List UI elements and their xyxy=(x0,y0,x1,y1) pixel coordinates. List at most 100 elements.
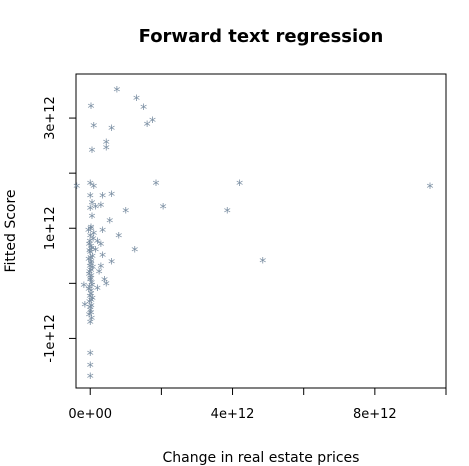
data-point: * xyxy=(101,275,108,291)
data-point: * xyxy=(97,261,104,277)
data-point: * xyxy=(86,245,93,261)
data-point: * xyxy=(153,178,160,194)
data-point: * xyxy=(87,258,94,274)
data-point: * xyxy=(108,123,115,139)
data-point: * xyxy=(144,119,151,135)
x-tick-label: 8e+12 xyxy=(353,407,397,422)
x-axis-ticks: 0e+00 4e+12 8e+12 xyxy=(68,388,447,422)
data-point: * xyxy=(103,278,110,294)
data-point: * xyxy=(86,236,93,252)
data-point: * xyxy=(87,241,94,257)
plot-frame xyxy=(75,73,447,389)
data-point: * xyxy=(89,211,96,227)
x-tick-label: 0e+00 xyxy=(68,407,112,422)
data-point: * xyxy=(86,266,93,282)
data-point: * xyxy=(86,297,93,313)
data-point: * xyxy=(87,223,94,239)
data-point: * xyxy=(99,190,106,206)
data-point: * xyxy=(115,231,122,247)
data-point: * xyxy=(224,206,231,222)
data-point: * xyxy=(92,244,99,260)
data-point: * xyxy=(87,286,94,302)
y-tick-label: 1e+12 xyxy=(43,206,58,250)
y-axis-ticks: -1e+12 1e+12 3e+12 xyxy=(43,96,76,363)
data-point: * xyxy=(89,251,96,267)
data-point: * xyxy=(94,236,101,252)
data-point: * xyxy=(87,101,94,117)
data-point: * xyxy=(92,201,99,217)
data-point: * xyxy=(97,239,104,255)
data-point: * xyxy=(89,293,96,309)
data-point: * xyxy=(87,288,94,304)
data-point: * xyxy=(88,277,95,293)
data-point: * xyxy=(88,271,95,287)
data-point: * xyxy=(85,225,92,241)
data-point: * xyxy=(122,206,129,222)
data-point: * xyxy=(87,305,94,321)
data-point: * xyxy=(131,244,138,260)
data-point: * xyxy=(103,137,110,153)
data-point: * xyxy=(87,203,94,219)
data-point: * xyxy=(87,247,94,263)
data-point: * xyxy=(259,255,266,271)
data-point: * xyxy=(89,197,96,213)
data-point: * xyxy=(87,317,94,333)
data-point: * xyxy=(88,256,95,272)
data-point: * xyxy=(90,181,97,197)
data-point: * xyxy=(87,253,94,269)
data-point: * xyxy=(99,250,106,266)
data-point: * xyxy=(108,256,115,272)
data-point: * xyxy=(236,178,243,194)
data-point: * xyxy=(89,145,96,161)
data-point: * xyxy=(88,300,95,316)
data-point: * xyxy=(87,348,94,364)
data-point: * xyxy=(88,295,95,311)
data-point: * xyxy=(87,222,94,238)
data-point: * xyxy=(149,115,156,131)
data-point: * xyxy=(86,269,93,285)
y-tick-label: 3e+12 xyxy=(43,96,58,140)
data-point: * xyxy=(90,228,97,244)
data-point: * xyxy=(80,280,87,296)
data-point: * xyxy=(87,273,94,289)
data-point: * xyxy=(86,309,93,325)
data-point: * xyxy=(88,313,95,329)
data-point: * xyxy=(99,225,106,241)
data-point: * xyxy=(89,262,96,278)
data-point: * xyxy=(86,261,93,277)
data-point: * xyxy=(87,178,94,194)
data-point: * xyxy=(86,291,93,307)
data-point: * xyxy=(87,265,94,281)
data-point: * xyxy=(88,243,95,259)
data-point: * xyxy=(87,360,94,376)
data-point: * xyxy=(97,200,104,216)
data-point: * xyxy=(103,142,110,158)
data-point: * xyxy=(87,371,94,387)
x-axis-label: Change in real estate prices xyxy=(163,450,360,466)
data-point: * xyxy=(87,231,94,247)
data-point: * xyxy=(87,190,94,206)
data-point: * xyxy=(89,280,96,296)
data-point: * xyxy=(113,85,120,101)
data-point: * xyxy=(85,284,92,300)
chart-title: Forward text regression xyxy=(139,26,384,47)
data-points: ******* ***** ** * * ***** ******** ***********… xyxy=(73,85,433,387)
data-point: * xyxy=(96,266,103,282)
data-point: * xyxy=(106,216,113,232)
data-point: * xyxy=(87,275,94,291)
x-tick-label: 4e+12 xyxy=(211,407,255,422)
data-point: * xyxy=(81,299,88,315)
data-point: * xyxy=(87,302,94,318)
data-point: * xyxy=(94,283,101,299)
y-axis-label: Fitted Score xyxy=(3,189,19,272)
data-point: * xyxy=(90,120,97,136)
data-point: * xyxy=(108,189,115,205)
data-point: * xyxy=(86,239,93,255)
data-point: * xyxy=(160,201,167,217)
data-point: * xyxy=(133,93,140,109)
data-point: * xyxy=(73,181,80,197)
data-point: * xyxy=(90,233,97,249)
data-point: * xyxy=(140,102,147,118)
data-point: * xyxy=(86,282,93,298)
